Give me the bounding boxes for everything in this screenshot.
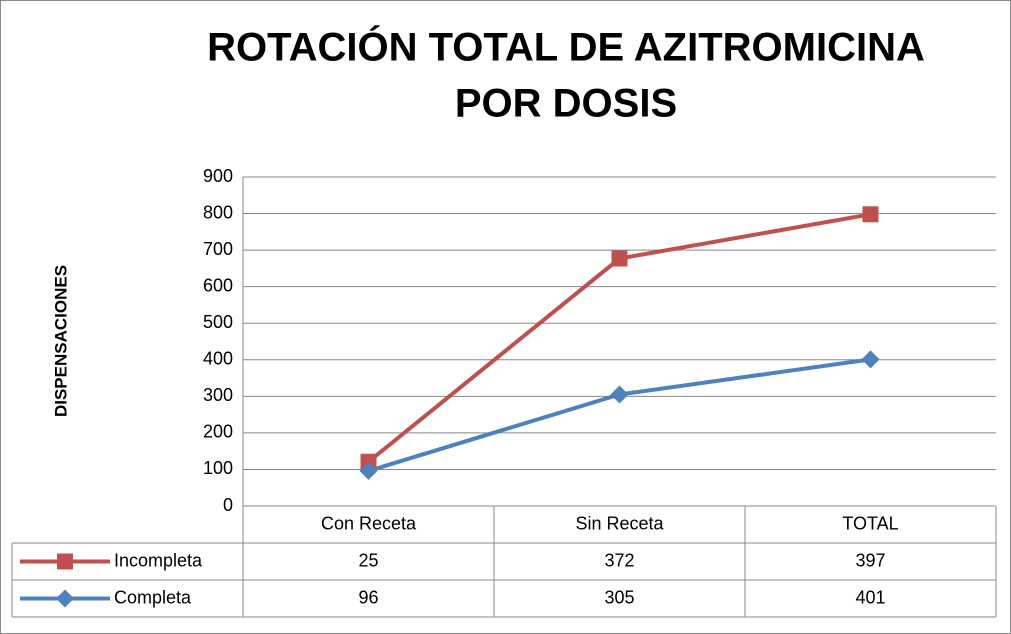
x-tick-label: Sin Receta <box>575 513 664 533</box>
chart-title-line-2: POR DOSIS <box>455 82 677 126</box>
point-marker <box>360 453 377 470</box>
y-axis-label: DISPENSACIONES <box>51 265 70 417</box>
legend-label: Incompleta <box>114 550 203 570</box>
y-tick-label: 0 <box>223 495 233 515</box>
table-value: 96 <box>358 587 378 607</box>
y-tick-label: 700 <box>203 239 233 259</box>
y-tick-label: 500 <box>203 312 233 332</box>
y-tick-label: 900 <box>203 166 233 186</box>
table-value: 397 <box>855 550 885 570</box>
legend-label: Completa <box>114 587 192 607</box>
point-marker <box>862 206 879 223</box>
point-marker <box>861 350 880 369</box>
y-tick-label: 300 <box>203 385 233 405</box>
x-tick-label: TOTAL <box>842 513 898 533</box>
y-tick-label: 100 <box>203 458 233 478</box>
y-tick-label: 200 <box>203 422 233 442</box>
chart-title-line-1: ROTACIÓN TOTAL DE AZITROMICINA <box>207 24 925 70</box>
table-value: 25 <box>358 550 378 570</box>
table-value: 372 <box>604 550 634 570</box>
point-marker <box>611 250 628 267</box>
table-value: 401 <box>855 587 885 607</box>
table-value: 305 <box>604 587 634 607</box>
legend-swatch-marker <box>57 553 73 570</box>
point-marker <box>359 461 378 480</box>
y-tick-label: 800 <box>203 202 233 222</box>
legend-swatch-marker <box>56 589 74 608</box>
point-marker <box>610 385 629 404</box>
y-tick-label: 400 <box>203 349 233 369</box>
x-tick-label: Con Receta <box>321 513 417 533</box>
y-tick-label: 600 <box>203 275 233 295</box>
